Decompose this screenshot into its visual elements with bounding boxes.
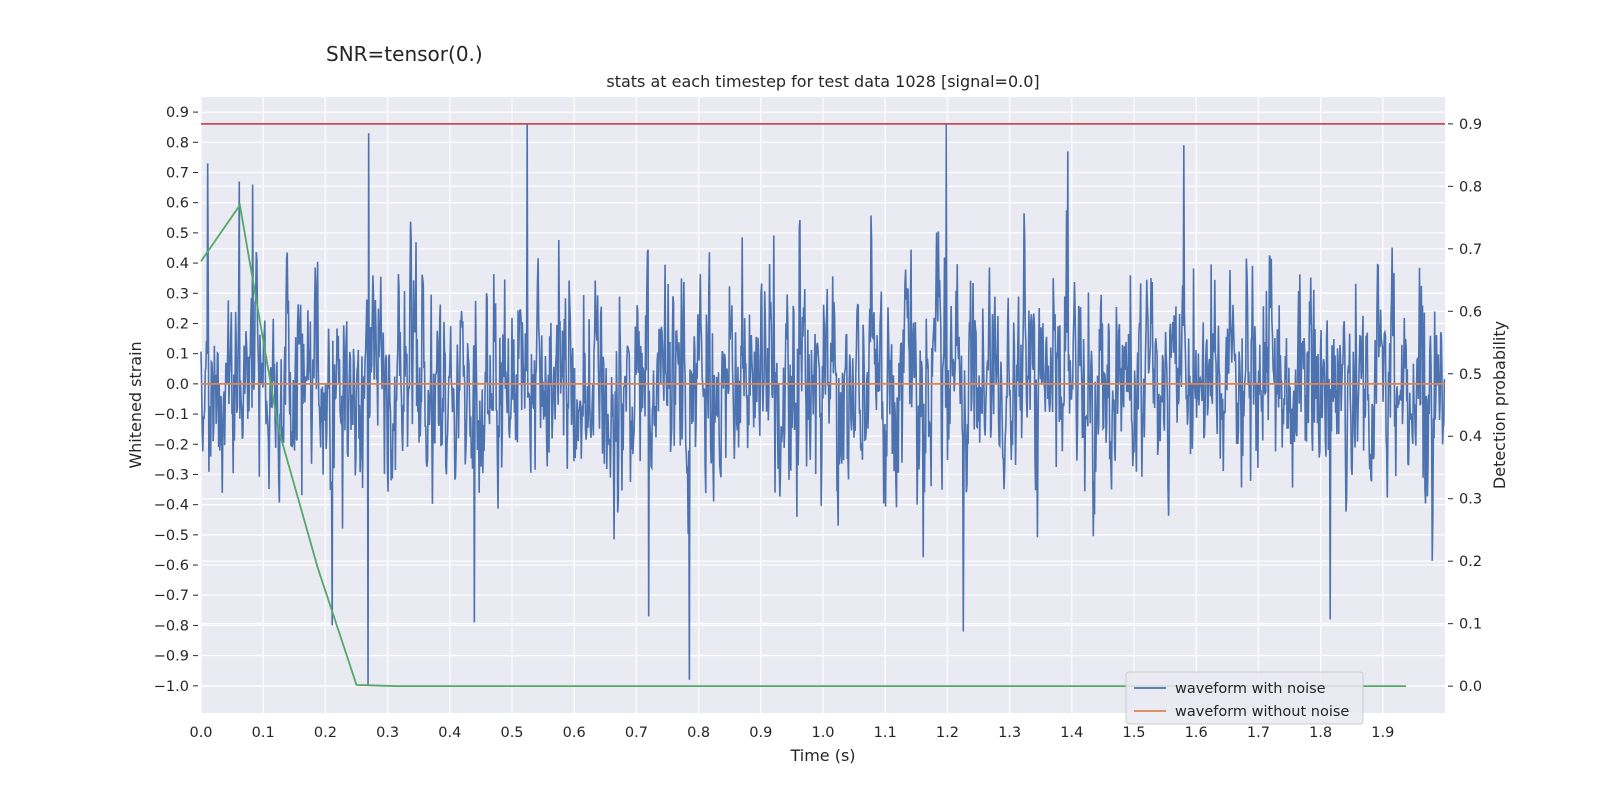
y-tick-label: 0.7 <box>166 165 189 181</box>
y-tick-label: 0.4 <box>166 256 189 272</box>
x-tick-label: 0.2 <box>314 725 337 741</box>
x-tick-label: 0.9 <box>749 725 772 741</box>
x-tick-label: 0.6 <box>563 725 586 741</box>
y-right-tick-label: 0.5 <box>1459 367 1482 383</box>
y-right-tick-label: 0.8 <box>1459 179 1482 195</box>
x-axis-label: Time (s) <box>789 746 855 765</box>
y-right-tick-label: 0.1 <box>1459 617 1482 633</box>
y-tick-label: −1.0 <box>154 679 189 695</box>
x-tick-label: 1.9 <box>1371 725 1394 741</box>
y-right-tick-label: 0.9 <box>1459 117 1482 133</box>
x-tick-label: 0.7 <box>625 725 648 741</box>
x-tick-label: 1.1 <box>874 725 897 741</box>
legend-box <box>1125 671 1364 725</box>
y-tick-label: −0.8 <box>154 618 189 634</box>
x-tick-label: 1.8 <box>1309 725 1332 741</box>
figure-suptitle: SNR=tensor(0.) <box>326 42 483 66</box>
legend-entry: waveform without noise <box>1175 704 1349 720</box>
y-tick-label: 0.3 <box>166 286 189 302</box>
y-right-tick-label: 0.3 <box>1459 492 1482 508</box>
x-tick-label: 0.0 <box>189 725 212 741</box>
y-tick-label: 0.9 <box>166 105 189 121</box>
y-right-tick-label: 0.4 <box>1459 429 1482 445</box>
y-tick-label: −0.9 <box>154 649 189 665</box>
y-axis-right-label: Detection probability <box>1490 321 1509 489</box>
y-tick-label: 0.8 <box>166 135 189 151</box>
x-tick-label: 1.4 <box>1060 725 1083 741</box>
x-tick-label: 1.5 <box>1122 725 1145 741</box>
y-tick-label: 0.2 <box>166 316 189 332</box>
y-tick-label: 0.0 <box>166 377 189 393</box>
x-tick-label: 0.1 <box>252 725 275 741</box>
chart-title: stats at each timestep for test data 102… <box>606 72 1039 91</box>
x-tick-label: 1.2 <box>936 725 959 741</box>
y-right-tick-label: 0.0 <box>1459 679 1482 695</box>
x-tick-label: 0.5 <box>500 725 523 741</box>
y-axis-label: Whitened strain <box>126 341 145 468</box>
y-tick-label: 0.1 <box>166 347 189 363</box>
x-tick-label: 1.0 <box>811 725 834 741</box>
x-tick-label: 1.6 <box>1185 725 1208 741</box>
y-tick-label: −0.1 <box>154 407 189 423</box>
y-right-tick-label: 0.2 <box>1459 554 1482 570</box>
y-tick-label: 0.5 <box>166 226 189 242</box>
y-tick-label: 0.6 <box>166 196 189 212</box>
y-right-tick-label: 0.7 <box>1459 242 1482 258</box>
x-tick-label: 1.7 <box>1247 725 1270 741</box>
tick-labels: 0.0 0.1 0.2 0.3 0.4 0.5 0.6 0.7 0.8 0.9 1.0 1.1 1.2 1… <box>154 105 1482 741</box>
y-tick-label: −0.5 <box>154 528 189 544</box>
x-tick-label: 0.4 <box>438 725 461 741</box>
y-right-tick-label: 0.6 <box>1459 304 1482 320</box>
y-tick-label: −0.3 <box>154 467 189 483</box>
legend-entry: waveform with noise <box>1175 681 1326 697</box>
x-tick-label: 0.3 <box>376 725 399 741</box>
y-tick-label: −0.2 <box>154 437 189 453</box>
y-tick-label: −0.4 <box>154 498 189 514</box>
x-tick-label: 1.3 <box>998 725 1021 741</box>
y-tick-label: −0.7 <box>154 588 189 604</box>
series-waveform-with-noise <box>200 124 1446 686</box>
x-tick-label: 0.8 <box>687 725 710 741</box>
y-tick-label: −0.6 <box>154 558 189 574</box>
legend: waveform with noise waveform without nois… <box>1125 671 1364 725</box>
